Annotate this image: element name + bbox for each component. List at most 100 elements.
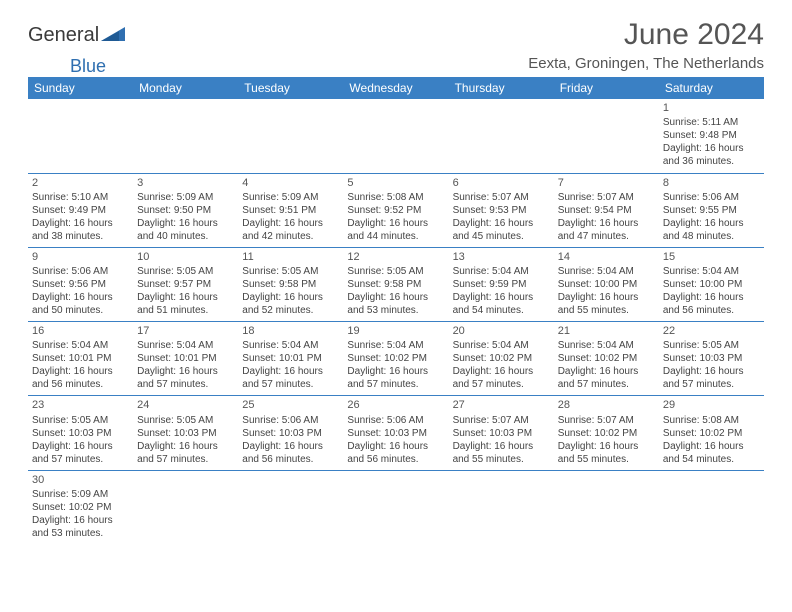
sunrise-line: Sunrise: 5:10 AM bbox=[32, 191, 129, 204]
calendar-cell-empty bbox=[554, 470, 659, 544]
weekday-header: Monday bbox=[133, 77, 238, 99]
daylight-line: Daylight: 16 hours and 55 minutes. bbox=[558, 291, 655, 317]
calendar-cell: 1Sunrise: 5:11 AMSunset: 9:48 PMDaylight… bbox=[659, 99, 764, 173]
daylight-line: Daylight: 16 hours and 57 minutes. bbox=[137, 440, 234, 466]
calendar-row: 30Sunrise: 5:09 AMSunset: 10:02 PMDaylig… bbox=[28, 470, 764, 544]
calendar-table: SundayMondayTuesdayWednesdayThursdayFrid… bbox=[28, 77, 764, 544]
day-number: 12 bbox=[347, 250, 444, 264]
sunset-line: Sunset: 10:00 PM bbox=[663, 278, 760, 291]
sunset-line: Sunset: 10:01 PM bbox=[137, 352, 234, 365]
day-number: 20 bbox=[453, 324, 550, 338]
day-number: 3 bbox=[137, 176, 234, 190]
sunrise-line: Sunrise: 5:09 AM bbox=[32, 488, 129, 501]
sunset-line: Sunset: 10:01 PM bbox=[242, 352, 339, 365]
calendar-cell-empty bbox=[133, 99, 238, 173]
calendar-cell: 29Sunrise: 5:08 AMSunset: 10:02 PMDaylig… bbox=[659, 396, 764, 470]
day-number: 14 bbox=[558, 250, 655, 264]
logo: General bbox=[28, 24, 125, 47]
sunset-line: Sunset: 9:58 PM bbox=[347, 278, 444, 291]
sunset-line: Sunset: 9:54 PM bbox=[558, 204, 655, 217]
weekday-header: Thursday bbox=[449, 77, 554, 99]
daylight-line: Daylight: 16 hours and 45 minutes. bbox=[453, 217, 550, 243]
daylight-line: Daylight: 16 hours and 57 minutes. bbox=[663, 365, 760, 391]
calendar-cell: 18Sunrise: 5:04 AMSunset: 10:01 PMDaylig… bbox=[238, 322, 343, 396]
page-title: June 2024 bbox=[528, 18, 764, 51]
weekday-header-row: SundayMondayTuesdayWednesdayThursdayFrid… bbox=[28, 77, 764, 99]
day-number: 28 bbox=[558, 398, 655, 412]
sunrise-line: Sunrise: 5:04 AM bbox=[32, 339, 129, 352]
day-number: 26 bbox=[347, 398, 444, 412]
calendar-cell: 3Sunrise: 5:09 AMSunset: 9:50 PMDaylight… bbox=[133, 173, 238, 247]
daylight-line: Daylight: 16 hours and 56 minutes. bbox=[663, 291, 760, 317]
daylight-line: Daylight: 16 hours and 44 minutes. bbox=[347, 217, 444, 243]
calendar-cell: 11Sunrise: 5:05 AMSunset: 9:58 PMDayligh… bbox=[238, 247, 343, 321]
sunrise-line: Sunrise: 5:04 AM bbox=[347, 339, 444, 352]
calendar-cell: 12Sunrise: 5:05 AMSunset: 9:58 PMDayligh… bbox=[343, 247, 448, 321]
sunrise-line: Sunrise: 5:05 AM bbox=[663, 339, 760, 352]
daylight-line: Daylight: 16 hours and 42 minutes. bbox=[242, 217, 339, 243]
calendar-body: 1Sunrise: 5:11 AMSunset: 9:48 PMDaylight… bbox=[28, 99, 764, 544]
calendar-cell: 27Sunrise: 5:07 AMSunset: 10:03 PMDaylig… bbox=[449, 396, 554, 470]
sunset-line: Sunset: 9:59 PM bbox=[453, 278, 550, 291]
day-number: 23 bbox=[32, 398, 129, 412]
daylight-line: Daylight: 16 hours and 48 minutes. bbox=[663, 217, 760, 243]
day-number: 16 bbox=[32, 324, 129, 338]
calendar-cell: 30Sunrise: 5:09 AMSunset: 10:02 PMDaylig… bbox=[28, 470, 133, 544]
day-number: 6 bbox=[453, 176, 550, 190]
calendar-cell-empty bbox=[238, 470, 343, 544]
sunset-line: Sunset: 10:02 PM bbox=[32, 501, 129, 514]
daylight-line: Daylight: 16 hours and 57 minutes. bbox=[347, 365, 444, 391]
sunset-line: Sunset: 10:02 PM bbox=[558, 427, 655, 440]
sunrise-line: Sunrise: 5:07 AM bbox=[558, 414, 655, 427]
day-number: 17 bbox=[137, 324, 234, 338]
sunset-line: Sunset: 10:02 PM bbox=[347, 352, 444, 365]
day-number: 7 bbox=[558, 176, 655, 190]
logo-word2: Blue bbox=[70, 56, 106, 77]
sunrise-line: Sunrise: 5:05 AM bbox=[242, 265, 339, 278]
calendar-cell: 24Sunrise: 5:05 AMSunset: 10:03 PMDaylig… bbox=[133, 396, 238, 470]
daylight-line: Daylight: 16 hours and 57 minutes. bbox=[453, 365, 550, 391]
day-number: 22 bbox=[663, 324, 760, 338]
daylight-line: Daylight: 16 hours and 40 minutes. bbox=[137, 217, 234, 243]
day-number: 4 bbox=[242, 176, 339, 190]
daylight-line: Daylight: 16 hours and 38 minutes. bbox=[32, 217, 129, 243]
sunrise-line: Sunrise: 5:04 AM bbox=[242, 339, 339, 352]
daylight-line: Daylight: 16 hours and 55 minutes. bbox=[453, 440, 550, 466]
day-number: 11 bbox=[242, 250, 339, 264]
daylight-line: Daylight: 16 hours and 52 minutes. bbox=[242, 291, 339, 317]
logo-triangle-icon bbox=[101, 24, 125, 47]
calendar-cell-empty bbox=[343, 470, 448, 544]
logo-word1: General bbox=[28, 24, 99, 47]
day-number: 1 bbox=[663, 101, 760, 115]
daylight-line: Daylight: 16 hours and 36 minutes. bbox=[663, 142, 760, 168]
day-number: 24 bbox=[137, 398, 234, 412]
calendar-cell: 2Sunrise: 5:10 AMSunset: 9:49 PMDaylight… bbox=[28, 173, 133, 247]
calendar-cell: 16Sunrise: 5:04 AMSunset: 10:01 PMDaylig… bbox=[28, 322, 133, 396]
daylight-line: Daylight: 16 hours and 47 minutes. bbox=[558, 217, 655, 243]
sunset-line: Sunset: 10:03 PM bbox=[242, 427, 339, 440]
sunset-line: Sunset: 9:51 PM bbox=[242, 204, 339, 217]
location-subtitle: Eexta, Groningen, The Netherlands bbox=[528, 55, 764, 72]
sunset-line: Sunset: 9:50 PM bbox=[137, 204, 234, 217]
day-number: 9 bbox=[32, 250, 129, 264]
calendar-cell: 22Sunrise: 5:05 AMSunset: 10:03 PMDaylig… bbox=[659, 322, 764, 396]
sunrise-line: Sunrise: 5:04 AM bbox=[558, 265, 655, 278]
sunset-line: Sunset: 9:57 PM bbox=[137, 278, 234, 291]
sunrise-line: Sunrise: 5:06 AM bbox=[663, 191, 760, 204]
calendar-cell-empty bbox=[343, 99, 448, 173]
calendar-cell: 28Sunrise: 5:07 AMSunset: 10:02 PMDaylig… bbox=[554, 396, 659, 470]
sunrise-line: Sunrise: 5:06 AM bbox=[242, 414, 339, 427]
sunrise-line: Sunrise: 5:05 AM bbox=[137, 265, 234, 278]
sunrise-line: Sunrise: 5:04 AM bbox=[453, 339, 550, 352]
calendar-cell-empty bbox=[449, 470, 554, 544]
calendar-cell: 13Sunrise: 5:04 AMSunset: 9:59 PMDayligh… bbox=[449, 247, 554, 321]
daylight-line: Daylight: 16 hours and 57 minutes. bbox=[32, 440, 129, 466]
sunrise-line: Sunrise: 5:04 AM bbox=[453, 265, 550, 278]
daylight-line: Daylight: 16 hours and 57 minutes. bbox=[242, 365, 339, 391]
calendar-cell: 25Sunrise: 5:06 AMSunset: 10:03 PMDaylig… bbox=[238, 396, 343, 470]
day-number: 19 bbox=[347, 324, 444, 338]
sunrise-line: Sunrise: 5:06 AM bbox=[32, 265, 129, 278]
sunset-line: Sunset: 10:03 PM bbox=[347, 427, 444, 440]
sunset-line: Sunset: 10:03 PM bbox=[663, 352, 760, 365]
daylight-line: Daylight: 16 hours and 51 minutes. bbox=[137, 291, 234, 317]
